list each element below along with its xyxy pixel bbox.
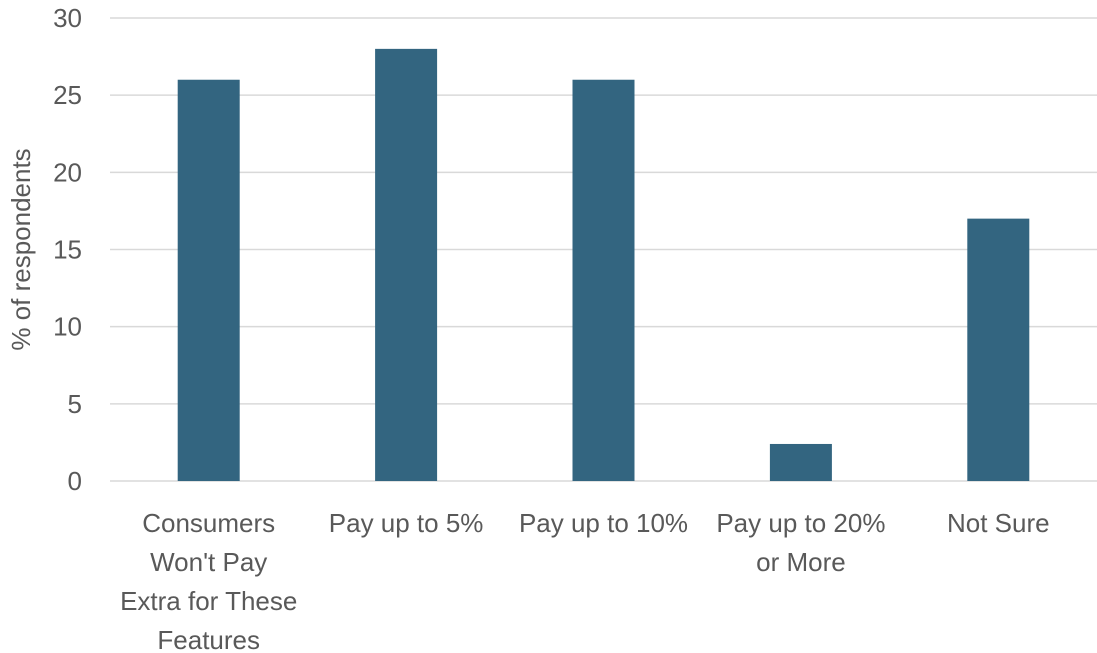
x-tick-label: Not Sure	[947, 508, 1050, 538]
x-tick-label: Pay up to 20% or More	[716, 508, 885, 577]
y-tick-label: 30	[53, 3, 82, 33]
x-tick-label: Pay up to 10%	[519, 508, 688, 538]
y-axis-ticks: 0 5 10 15 20 25 30	[53, 3, 82, 496]
x-tick-label: Consumers Won't Pay Extra for These Feature…	[120, 508, 297, 653]
bar	[375, 48, 438, 481]
y-tick-label: 10	[53, 312, 82, 342]
bar	[177, 79, 240, 481]
x-tick-label: Pay up to 5%	[329, 508, 484, 538]
bar	[967, 218, 1030, 481]
y-tick-label: 0	[68, 466, 82, 496]
y-tick-label: 20	[53, 157, 82, 187]
bar	[769, 443, 832, 481]
x-axis-ticks: Consumers Won't Pay Extra for These Feature…	[120, 508, 1050, 653]
y-tick-label: 25	[53, 80, 82, 110]
y-tick-label: 5	[68, 389, 82, 419]
y-axis-title: % of respondents	[6, 148, 36, 350]
bar	[572, 79, 635, 481]
y-tick-label: 15	[53, 235, 82, 265]
bars	[177, 48, 1030, 481]
